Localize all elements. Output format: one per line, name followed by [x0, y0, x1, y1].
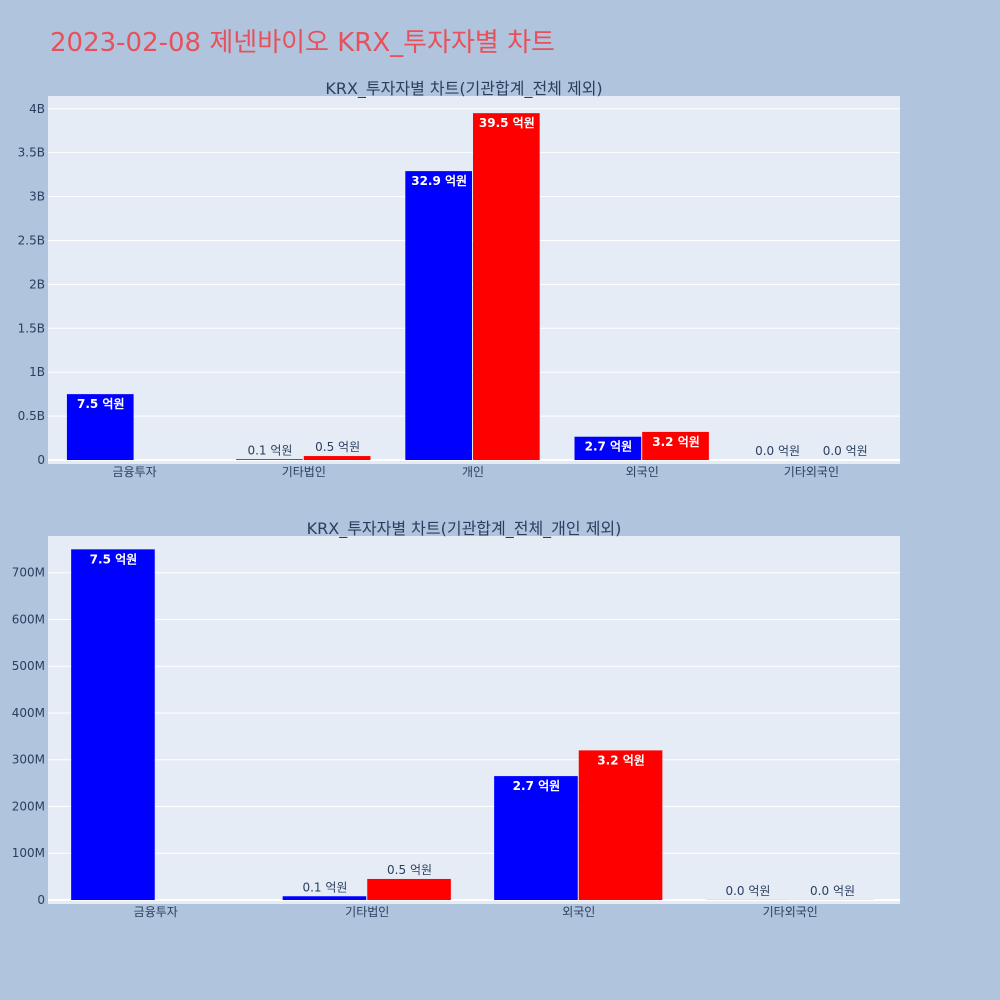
y-tick-label: 300M [12, 753, 45, 767]
y-tick-label: 0 [37, 893, 45, 907]
x-tick-label: 외국인 [562, 905, 595, 919]
y-tick-label: 0 [37, 453, 45, 467]
data-label: 7.5 억원 [90, 552, 138, 566]
y-tick-label: 2.5B [18, 233, 45, 247]
y-tick-label: 100M [12, 846, 45, 860]
y-tick-label: 1.5B [18, 321, 45, 335]
data-label: 2.7 억원 [585, 440, 633, 454]
plot-area [48, 536, 900, 904]
bar [66, 394, 134, 460]
y-tick-label: 500M [12, 659, 45, 673]
x-tick-label: 기타법인 [345, 905, 389, 919]
data-label: 7.5 억원 [77, 397, 125, 411]
bar [642, 431, 709, 460]
bar [71, 549, 155, 900]
data-label: 0.0 억원 [755, 444, 800, 458]
data-label: 3.2 억원 [597, 753, 645, 767]
x-tick-label: 기타외국인 [784, 465, 839, 479]
x-tick-label: 기타외국인 [763, 905, 818, 919]
data-label: 0.0 억원 [823, 444, 868, 458]
y-tick-label: 700M [12, 566, 45, 580]
data-label: 0.1 억원 [247, 443, 292, 457]
data-label: 32.9 억원 [411, 174, 467, 188]
data-label: 2.7 억원 [513, 779, 561, 793]
x-tick-label: 금융투자 [134, 905, 178, 919]
x-tick-label: 기타법인 [282, 465, 326, 479]
y-tick-label: 3.5B [18, 146, 45, 160]
x-tick-label: 금융투자 [113, 465, 157, 479]
chart-title: KRX_투자자별 차트(기관합계_전체_개인 제외) [307, 519, 622, 539]
data-label: 0.5 억원 [387, 863, 432, 877]
y-tick-label: 4B [29, 102, 45, 116]
y-tick-label: 2B [29, 277, 45, 291]
y-tick-label: 200M [12, 799, 45, 813]
bar [574, 436, 642, 460]
x-tick-label: 외국인 [626, 465, 659, 479]
data-label: 0.0 억원 [725, 884, 770, 898]
data-label: 0.1 억원 [302, 880, 347, 894]
chart-title: KRX_투자자별 차트(기관합계_전체 제외) [325, 79, 602, 99]
bar [578, 750, 663, 900]
data-label: 39.5 억원 [479, 116, 535, 130]
bar [236, 459, 303, 460]
x-tick-label: 개인 [462, 465, 484, 479]
bar [282, 896, 367, 900]
y-tick-label: 3B [29, 190, 45, 204]
chart-1: KRX_투자자별 차트(기관합계_전체 제외) 0 0.5B 1B 1.5B 2B 2.5B… [18, 79, 900, 479]
bar [494, 776, 578, 900]
page-title: 2023-02-08 제넨바이오 KRX_투자자별 차트 [50, 28, 555, 58]
data-label: 3.2 억원 [652, 435, 700, 449]
bar [367, 878, 451, 900]
y-tick-label: 1B [29, 365, 45, 379]
y-tick-label: 0.5B [18, 409, 45, 423]
y-tick-label: 600M [12, 612, 45, 626]
chart-2: KRX_투자자별 차트(기관합계_전체_개인 제외) 0 100M 200M 300M 4… [12, 519, 900, 919]
data-label: 0.0 억원 [810, 884, 855, 898]
data-label: 0.5 억원 [315, 440, 360, 454]
bar [405, 171, 472, 460]
bar [303, 456, 371, 460]
bar [473, 113, 540, 461]
y-tick-label: 400M [12, 706, 45, 720]
